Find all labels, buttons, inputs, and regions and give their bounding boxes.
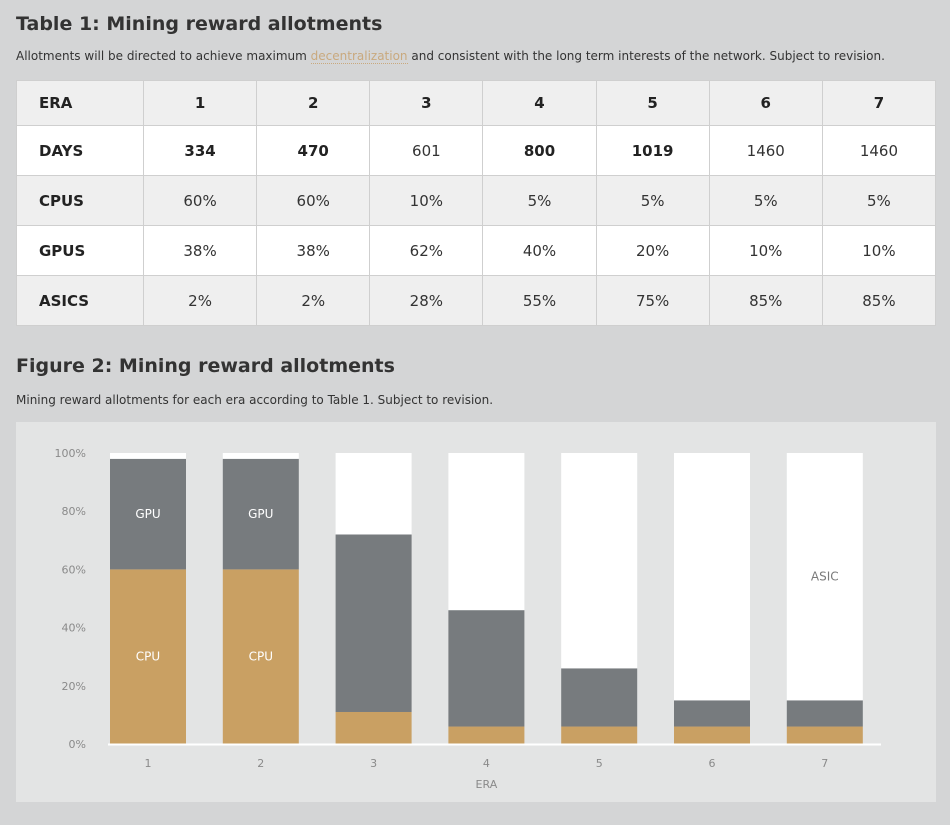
allotment-table: ERA 1 2 3 4 5 6 7 DAYS 334 470 601 800 1… <box>16 80 937 326</box>
x-tick-label: 2 <box>257 757 264 770</box>
figure-description: Mining reward allotments for each era ac… <box>16 393 494 407</box>
header-cell: 5 <box>595 80 710 126</box>
table-title: Table 1: Mining reward allotments <box>16 13 383 35</box>
table-description-end: and consistent with the long term intere… <box>407 49 885 63</box>
bar-segment-gpu <box>335 534 412 712</box>
table-cell: 601 <box>369 125 484 176</box>
bar-segment-gpu <box>674 700 750 727</box>
chart-svg: 0% 20% 40% 60% 80% 100% 1 2 3 4 5 6 7 GPU GPU CPU CPU ASI… <box>55 447 881 791</box>
header-cell: 3 <box>369 80 484 126</box>
table-cell: 470 <box>256 125 371 176</box>
table-description-start: Allotments will be directed to achieve m… <box>16 49 311 63</box>
stacked-bar-chart: 0% 20% 40% 60% 80% 100% 1 2 3 4 5 6 7 GPU GPU CPU CPU ASI… <box>16 422 936 802</box>
table-cell: 38% <box>142 225 258 276</box>
bar-segment-cpu <box>222 569 299 744</box>
bar-segment-cpu <box>448 726 525 744</box>
bar-segment-asic <box>786 453 863 701</box>
x-tick-label: 3 <box>370 757 377 770</box>
figure-title: Figure 2: Mining reward allotments <box>16 355 395 377</box>
y-tick-label: 0% <box>69 738 86 751</box>
table-cell: 334 <box>142 125 258 176</box>
decentralization-link[interactable]: decentralization <box>310 49 408 64</box>
bar-segment-asic <box>561 453 638 669</box>
row-label: ASICS <box>16 275 144 326</box>
table-row-asics: ASICS 2% 2% 28% 55% 75% 85% 85% <box>16 275 937 326</box>
bar-segment-gpu <box>786 700 863 727</box>
row-label: CPUS <box>16 175 144 226</box>
header-cell: 2 <box>256 80 371 126</box>
bar-label-gpu: GPU <box>135 507 160 521</box>
table-cell: 28% <box>369 275 484 326</box>
table-cell: 2% <box>142 275 258 326</box>
table-description: Allotments will be directed to achieve m… <box>16 49 885 64</box>
bar-segment-cpu <box>786 726 863 744</box>
table-cell: 62% <box>369 225 484 276</box>
y-tick-label: 40% <box>62 622 86 635</box>
bar-segment-cpu <box>110 569 186 744</box>
row-label: DAYS <box>16 125 144 176</box>
header-cell: 4 <box>482 80 597 126</box>
bar-segment-gpu <box>561 668 638 727</box>
table-cell: 800 <box>482 125 597 176</box>
table-cell: 40% <box>482 225 597 276</box>
bar-segment-gpu <box>110 458 186 570</box>
table-cell: 5% <box>821 175 937 226</box>
table-cell: 2% <box>256 275 371 326</box>
table-cell: 5% <box>482 175 597 226</box>
y-tick-label: 80% <box>62 505 86 518</box>
x-tick-label: 7 <box>821 757 828 770</box>
bar-label-gpu: GPU <box>248 507 273 521</box>
table-row-cpus: CPUS 60% 60% 10% 5% 5% 5% 5% <box>16 175 937 226</box>
header-cell: 1 <box>142 80 258 126</box>
table-cell: 55% <box>482 275 597 326</box>
header-cell: ERA <box>16 80 144 126</box>
x-tick-label: 1 <box>145 757 152 770</box>
table-cell: 75% <box>595 275 710 326</box>
bar-segment-asic <box>448 453 525 611</box>
table-header-row: ERA 1 2 3 4 5 6 7 <box>16 80 937 126</box>
bar-label-asic: ASIC <box>811 570 839 584</box>
table-cell: 20% <box>595 225 710 276</box>
bar-segment-cpu <box>335 711 412 744</box>
table-cell: 1019 <box>595 125 710 176</box>
table-cell: 5% <box>708 175 823 226</box>
table-cell: 85% <box>708 275 823 326</box>
table-cell: 10% <box>708 225 823 276</box>
table-row-gpus: GPUS 38% 38% 62% 40% 20% 10% 10% <box>16 225 937 276</box>
header-cell: 6 <box>708 80 823 126</box>
table-cell: 60% <box>256 175 371 226</box>
table-cell: 10% <box>369 175 484 226</box>
header-cell: 7 <box>821 80 937 126</box>
x-tick-label: 5 <box>596 757 603 770</box>
table-cell: 5% <box>595 175 710 226</box>
bar-segment-asic <box>110 453 186 459</box>
bar-segment-asic <box>674 453 750 701</box>
bar-segment-cpu <box>561 726 638 744</box>
bar-segment-asic <box>335 453 412 535</box>
table-cell: 1460 <box>821 125 937 176</box>
table-cell: 60% <box>142 175 258 226</box>
table-cell: 1460 <box>708 125 823 176</box>
bar-segment-asic <box>222 453 299 459</box>
table-cell: 85% <box>821 275 937 326</box>
table-row-days: DAYS 334 470 601 800 1019 1460 1460 <box>16 125 937 176</box>
y-tick-label: 60% <box>62 563 86 576</box>
y-tick-label: 100% <box>55 447 86 460</box>
bar-segment-gpu <box>222 458 299 570</box>
y-tick-label: 20% <box>62 680 86 693</box>
table-cell: 38% <box>256 225 371 276</box>
x-axis-label: ERA <box>476 778 498 791</box>
row-label: GPUS <box>16 225 144 276</box>
bar-label-cpu: CPU <box>136 650 160 664</box>
x-tick-label: 6 <box>709 757 716 770</box>
bar-segment-cpu <box>674 726 750 744</box>
bar-label-cpu: CPU <box>249 650 273 664</box>
bar-segment-gpu <box>448 610 525 727</box>
x-tick-label: 4 <box>483 757 490 770</box>
table-cell: 10% <box>821 225 937 276</box>
